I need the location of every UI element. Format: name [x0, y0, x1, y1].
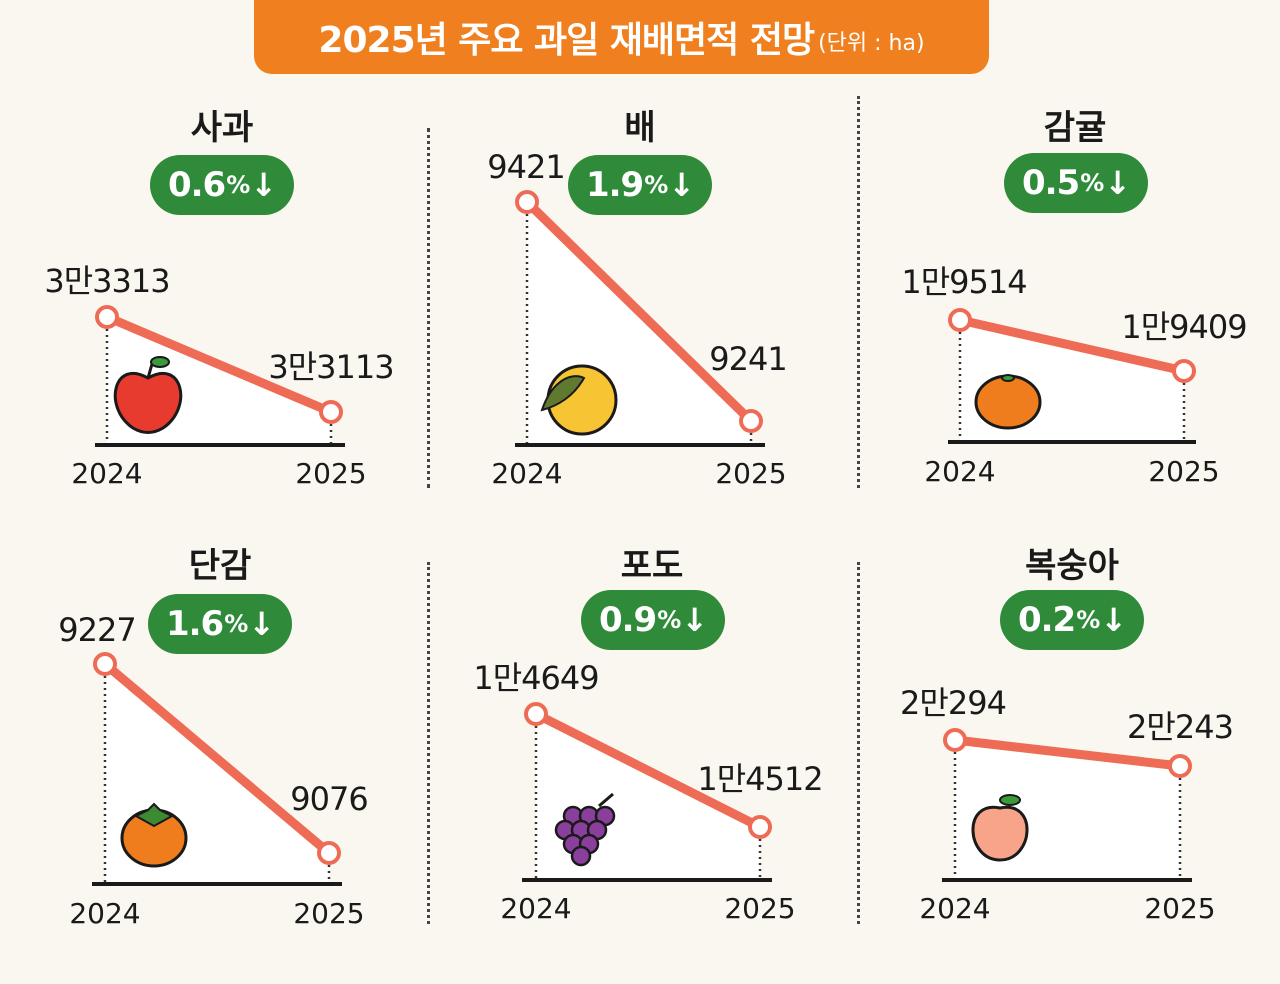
change-unit: % [1076, 606, 1100, 634]
change-badge: 0.9% ↓ [581, 590, 725, 650]
change-unit: % [1080, 169, 1104, 197]
pear-icon [540, 364, 618, 436]
data-point [319, 400, 343, 424]
value-label: 1만4649 [473, 659, 598, 697]
data-point [943, 728, 967, 752]
value-label: 2만294 [900, 684, 1006, 722]
down-arrow-icon: ↓ [248, 605, 275, 643]
value-label: 2만243 [1127, 708, 1233, 746]
fruit-name: 복숭아 [1025, 546, 1119, 586]
value-label: 1만9514 [901, 263, 1026, 301]
value-label: 9227 [58, 611, 135, 649]
chart-panel: 3만3313 3만3113 2024 2025 [44, 262, 394, 490]
fruit-name: 사과 [190, 108, 254, 148]
x-tick-label: 2025 [1148, 455, 1219, 488]
x-tick-label: 2024 [69, 897, 140, 930]
change-value: 0.6 [167, 165, 226, 205]
divider-vertical-1 [427, 128, 430, 488]
change-value: 0.2 [1017, 600, 1076, 640]
divider-vertical-4 [857, 562, 860, 924]
x-tick-label: 2024 [919, 892, 990, 925]
change-badge: 0.2% ↓ [1000, 590, 1144, 650]
change-value: 1.6 [165, 604, 224, 644]
x-tick-label: 2024 [71, 457, 142, 490]
value-label: 3만3113 [268, 348, 393, 386]
series-line [955, 315, 1189, 376]
chart-panel: 9421 9241 2024 2025 [487, 148, 787, 490]
title-banner: 2025년 주요 과일 재배면적 전망 (단위 : ha) [254, 0, 989, 74]
divider-vertical-3 [427, 562, 430, 924]
grape-icon [554, 792, 616, 867]
value-label: 1만4512 [697, 760, 822, 798]
change-badge: 1.9% ↓ [568, 155, 712, 215]
series-line [100, 659, 334, 858]
data-point [1168, 754, 1192, 778]
unit-label: (단위 : ha) [818, 31, 925, 56]
fruit-name: 감귤 [1043, 108, 1107, 148]
chart-panel: 9227 9076 2024 2025 [58, 611, 368, 930]
x-tick-label: 2024 [491, 457, 562, 490]
data-point [317, 841, 341, 865]
chart-panel: 1만4649 1만4512 2024 2025 [473, 659, 823, 925]
change-value: 0.5 [1021, 163, 1080, 203]
value-label: 9241 [709, 340, 786, 378]
down-arrow-icon: ↓ [681, 601, 708, 639]
x-tick-label: 2024 [500, 892, 571, 925]
data-point [1172, 359, 1196, 383]
x-tick-label: 2025 [1144, 892, 1215, 925]
down-arrow-icon: ↓ [668, 166, 695, 204]
value-label: 9076 [290, 780, 367, 818]
change-unit: % [226, 171, 250, 199]
change-unit: % [657, 606, 681, 634]
change-value: 0.9 [598, 600, 657, 640]
x-tick-label: 2025 [295, 457, 366, 490]
series-line [102, 312, 336, 417]
down-arrow-icon: ↓ [1104, 164, 1131, 202]
chart-panel: 2만294 2만243 2024 2025 [900, 684, 1234, 925]
value-label: 9421 [487, 148, 564, 186]
fruit-name: 배 [624, 108, 656, 148]
change-value: 1.9 [585, 165, 644, 205]
data-point [93, 652, 117, 676]
data-point [739, 409, 763, 433]
change-unit: % [224, 610, 248, 638]
data-point [748, 815, 772, 839]
x-tick-label: 2025 [293, 897, 364, 930]
data-point [515, 190, 539, 214]
fruit-name: 포도 [620, 546, 684, 586]
persimmon-icon [120, 802, 188, 868]
apple-icon [113, 356, 183, 434]
chart-panel: 1만9514 1만9409 2024 2025 [901, 263, 1247, 488]
change-badge: 1.6% ↓ [148, 594, 292, 654]
data-point [948, 308, 972, 332]
page-title: 2025년 주요 과일 재배면적 전망 [318, 20, 815, 61]
x-tick-label: 2025 [724, 892, 795, 925]
down-arrow-icon: ↓ [250, 166, 277, 204]
change-badge: 0.5% ↓ [1004, 153, 1148, 213]
x-tick-label: 2024 [924, 455, 995, 488]
down-arrow-icon: ↓ [1100, 601, 1127, 639]
x-tick-label: 2025 [715, 457, 786, 490]
change-unit: % [644, 171, 668, 199]
data-point [524, 702, 548, 726]
series-line [522, 197, 756, 426]
data-point [95, 305, 119, 329]
tangerine-icon [974, 374, 1042, 430]
series-line [950, 735, 1185, 771]
change-badge: 0.6% ↓ [150, 155, 294, 215]
value-label: 3만3313 [44, 262, 169, 300]
value-label: 1만9409 [1121, 308, 1246, 346]
divider-vertical-2 [857, 96, 860, 488]
fruit-name: 단감 [188, 546, 252, 586]
series-line [531, 709, 765, 832]
peach-icon [971, 794, 1029, 862]
